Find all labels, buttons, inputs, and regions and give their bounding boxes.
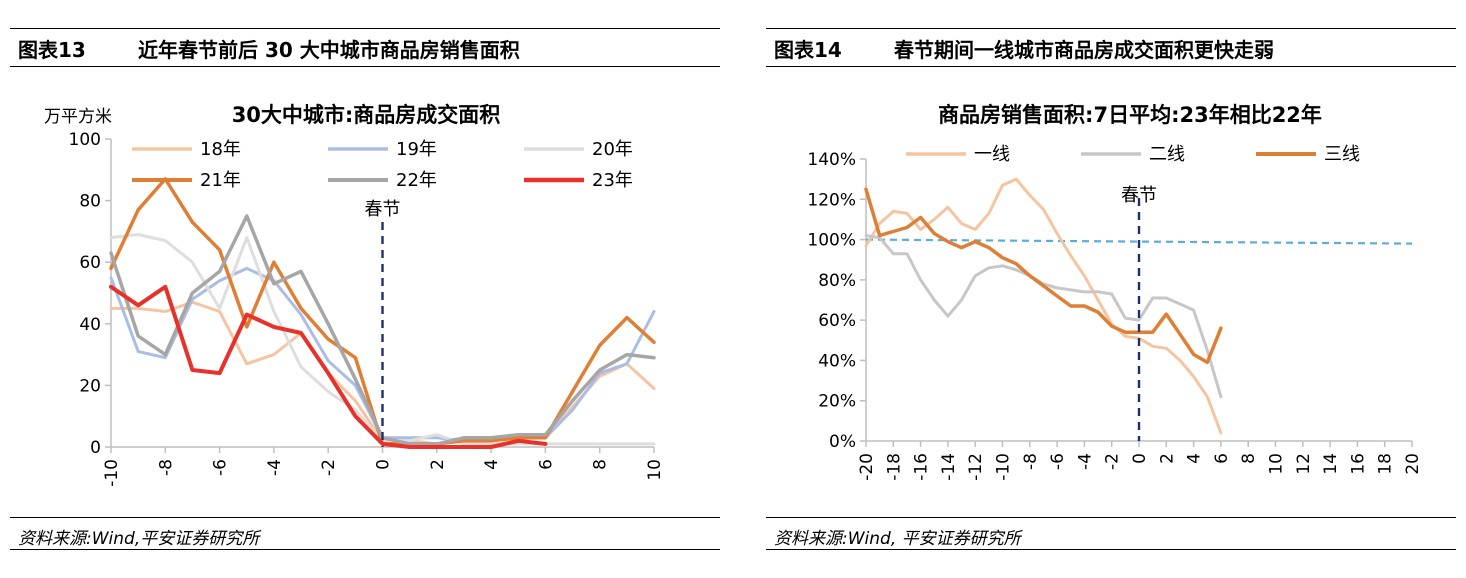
figure-title: 春节期间一线城市商品房成交面积更快走弱: [894, 38, 1274, 62]
x-tick-label: 2: [1157, 453, 1177, 464]
y-tick-label: 100%: [807, 231, 856, 251]
source-note: 资料来源:Wind, 平安证券研究所: [774, 529, 1021, 549]
x-tick-label: 2: [428, 459, 448, 470]
y-tick-label: 60: [79, 253, 101, 273]
x-tick-label: -14: [939, 453, 959, 481]
x-tick-label: -2: [319, 459, 339, 476]
x-tick-label: -4: [1075, 453, 1095, 470]
footer-rule-bottom: [766, 549, 1456, 550]
x-tick-label: -8: [1021, 453, 1041, 470]
x-tick-label: -2: [1103, 453, 1123, 470]
legend-label: 21年: [200, 170, 241, 191]
series-line-三线: [864, 187, 1223, 365]
source-note: 资料来源:Wind,平安证券研究所: [18, 529, 260, 549]
y-tick-label: 40: [79, 315, 101, 335]
figure-title: 近年春节前后 30 大中城市商品房销售面积: [138, 38, 520, 62]
footer-rule-top: [766, 517, 1456, 518]
y-tick-label: 0: [90, 438, 101, 458]
x-tick-label: 4: [1185, 453, 1205, 464]
y-tick-label: 140%: [807, 150, 856, 170]
x-tick-label: 8: [1239, 453, 1259, 464]
y-tick-label: 120%: [807, 190, 856, 210]
chart-title: 商品房销售面积:7日平均:23年相比22年: [938, 103, 1322, 127]
y-tick-label: 100: [69, 130, 101, 150]
legend-label: 20年: [592, 139, 633, 160]
x-tick-label: -16: [912, 453, 932, 481]
right-panel: 图表14 春节期间一线城市商品房成交面积更快走弱 资料来源:Wind, 平安证券…: [756, 0, 1456, 578]
legend-label: 23年: [592, 170, 633, 191]
x-tick-label: -6: [211, 459, 231, 476]
x-tick-label: 4: [482, 459, 502, 470]
header-rule-top: [766, 28, 1456, 29]
chart-title: 30大中城市:商品房成交面积: [232, 103, 501, 127]
series-line-23年: [109, 284, 548, 449]
y-axis-unit-label: 万平方米: [44, 107, 112, 127]
x-tick-label: -10: [994, 453, 1014, 481]
spring-festival-label: 春节: [365, 199, 401, 220]
y-tick-label: 20%: [818, 392, 856, 412]
figure-label: 图表13: [18, 38, 86, 62]
y-tick-label: 60%: [818, 311, 856, 331]
x-tick-label: -20: [857, 453, 877, 481]
legend-label: 18年: [200, 139, 241, 160]
footer-rule-bottom: [10, 549, 720, 550]
x-tick-label: -10: [102, 459, 122, 487]
legend-label: 三线: [1324, 144, 1360, 165]
footer-rule-top: [10, 517, 720, 518]
left-figure-footer: 资料来源:Wind,平安证券研究所: [10, 517, 720, 551]
header-rule-top: [10, 28, 720, 29]
x-tick-label: 16: [1348, 453, 1368, 475]
x-tick-label: 6: [1212, 453, 1232, 464]
y-tick-label: 0%: [829, 432, 856, 452]
y-tick-label: 80%: [818, 271, 856, 291]
series-line-一线: [864, 177, 1223, 435]
x-tick-label: 20: [1403, 453, 1423, 475]
spring-festival-label: 春节: [1121, 185, 1157, 206]
y-tick-label: 40%: [818, 351, 856, 371]
header-rule-bottom: [766, 66, 1456, 67]
x-tick-label: 6: [536, 459, 556, 470]
x-tick-label: -12: [966, 453, 986, 481]
right-figure-footer: 资料来源:Wind, 平安证券研究所: [766, 517, 1456, 551]
header-rule-bottom: [10, 66, 720, 67]
legend-label: 19年: [396, 139, 437, 160]
legend-label: 22年: [396, 170, 437, 191]
figure-label: 图表14: [774, 38, 842, 62]
x-tick-label: 12: [1294, 453, 1314, 475]
left-panel: 图表13 近年春节前后 30 大中城市商品房销售面积 资料来源:Wind,平安证…: [0, 0, 720, 578]
y-tick-label: 20: [79, 376, 101, 396]
x-tick-label: -18: [884, 453, 904, 481]
x-tick-label: 0: [374, 459, 394, 470]
y-tick-label: 80: [79, 192, 101, 212]
right-figure-header: 图表14 春节期间一线城市商品房成交面积更快走弱: [766, 28, 1456, 68]
x-tick-label: -4: [265, 459, 285, 476]
x-tick-label: 14: [1321, 453, 1341, 475]
legend-label: 二线: [1149, 144, 1185, 165]
x-tick-label: 8: [591, 459, 611, 470]
x-tick-label: -6: [1048, 453, 1068, 470]
x-tick-label: 0: [1130, 453, 1150, 464]
x-tick-label: -8: [156, 459, 176, 476]
legend-label: 一线: [974, 144, 1010, 165]
x-tick-label: 10: [1267, 453, 1287, 475]
left-figure-header: 图表13 近年春节前后 30 大中城市商品房销售面积: [10, 28, 720, 68]
x-tick-label: 18: [1376, 453, 1396, 475]
x-tick-label: 10: [645, 459, 665, 481]
